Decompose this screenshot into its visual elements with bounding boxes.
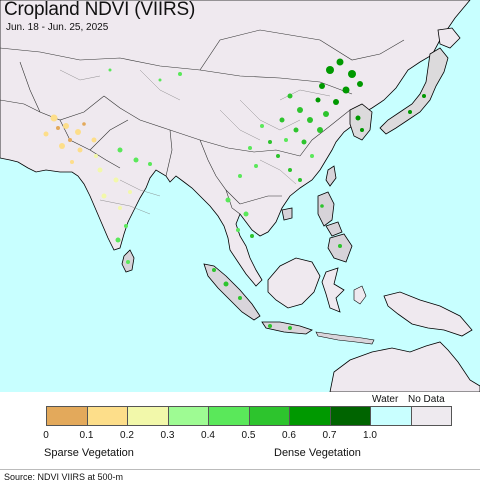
legend-swatch-nodata [410, 406, 452, 426]
legend-tick-0: 0 [43, 430, 49, 441]
legend-tick-7: 0.7 [322, 430, 337, 441]
vegetation-southeast-asia [212, 204, 342, 330]
australia-north [329, 341, 480, 392]
legend-tick-2: 0.2 [120, 430, 134, 441]
legend-sparse-label: Sparse Vegetation [44, 447, 134, 459]
taiwan [325, 165, 337, 187]
legend-nodata-label: No Data [408, 394, 445, 405]
vegetation-dense-northeast-china [315, 58, 363, 105]
province-borders [59, 69, 331, 215]
legend-swatch-ndvi-0 [46, 406, 88, 426]
legend-tick-3: 0.3 [160, 430, 175, 441]
legend-swatch-ndvi-2 [127, 406, 169, 426]
legend-swatch-ndvi-4 [208, 406, 250, 426]
legend-swatch-ndvi-3 [167, 406, 209, 426]
korea-peninsula [349, 103, 373, 141]
moluccas [353, 285, 367, 305]
java [261, 321, 313, 335]
legend-tick-5: 0.5 [241, 430, 256, 441]
map-date-range: Jun. 18 - Jun. 25, 2025 [6, 22, 109, 33]
ndvi-map [0, 0, 480, 392]
legend-water-label: Water [372, 394, 399, 405]
sumatra [203, 263, 261, 321]
vegetation-medium-china [268, 93, 329, 182]
hainan [281, 207, 293, 221]
legend-swatch-ndvi-6 [289, 406, 331, 426]
legend-swatch-ndvi-5 [248, 406, 290, 426]
source-footer: Source: NDVI VIIRS at 500-m [0, 469, 480, 485]
sulawesi [321, 267, 345, 313]
legend-tick-4: 0.4 [201, 430, 215, 441]
visayas [325, 221, 343, 237]
vegetation-mixed-india [94, 154, 132, 210]
vegetation-low-south-asia [56, 122, 86, 142]
legend-tick-6: 0.6 [282, 430, 296, 441]
legend-tick-1: 0.1 [79, 430, 94, 441]
lesser-sunda [315, 331, 375, 345]
legend-dense-label: Dense Vegetation [274, 447, 361, 459]
legend-swatch-water [370, 406, 412, 426]
country-borders [0, 29, 405, 215]
japan [379, 47, 449, 135]
new-guinea [383, 291, 473, 337]
vegetation-sparse-south-asia [43, 114, 97, 164]
map-title: Cropland NDVI (VIIRS) [4, 0, 196, 20]
hokkaido [437, 27, 461, 49]
borneo [267, 257, 321, 309]
legend-tick-8: 1.0 [363, 430, 377, 441]
legend-swatch-ndvi-1 [86, 406, 128, 426]
vegetation-green-india [115, 147, 152, 264]
vegetation-light-china [108, 68, 314, 232]
legend-swatch-ndvi-7 [329, 406, 371, 426]
vegetation-korea-japan [355, 94, 426, 132]
luzon [317, 191, 335, 227]
